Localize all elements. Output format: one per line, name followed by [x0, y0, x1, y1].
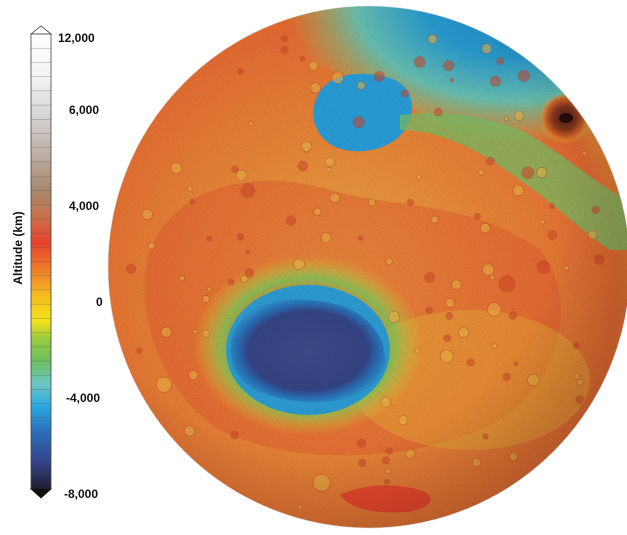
- tick-label-12000: 12,000: [58, 31, 95, 45]
- globe-outline: [107, 5, 627, 529]
- tick-label-4000: 4,000: [69, 199, 100, 213]
- color-scale-bar: [29, 25, 53, 499]
- tick-label-6000: 6,000: [69, 103, 100, 117]
- altitude-legend: Altitude (km) 12,000 6,000 4,000 0 -4,00…: [0, 0, 110, 530]
- tick-label-minus-4000: -4,000: [66, 391, 101, 405]
- globe-limb-shading: [108, 6, 627, 528]
- scale-bottom-arrow: [29, 488, 53, 499]
- scale-dividers: [31, 47, 51, 476]
- tick-label-0: 0: [96, 295, 103, 309]
- tick-label-minus-8000: -8,000: [64, 487, 99, 501]
